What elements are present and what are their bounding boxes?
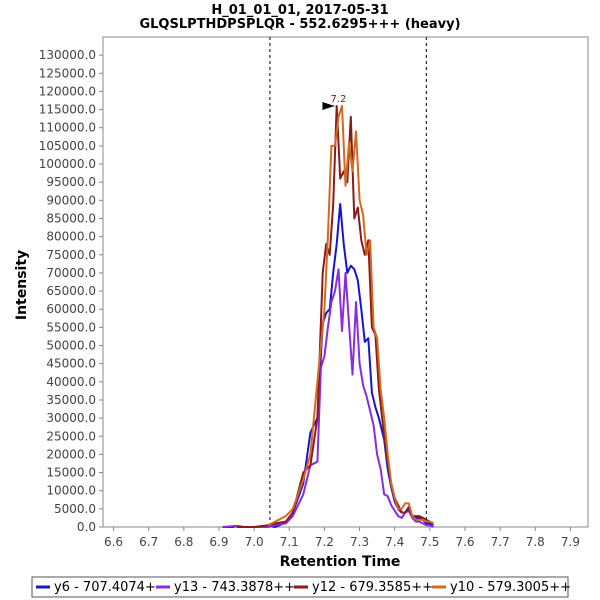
- y-tick-label: 90000.0: [46, 193, 96, 207]
- x-tick-label: 7.0: [245, 535, 264, 549]
- y-tick-label: 50000.0: [46, 339, 96, 353]
- y-tick-label: 100000.0: [39, 157, 96, 171]
- y-tick-label: 10000.0: [46, 484, 96, 498]
- y-tick-label: 15000.0: [46, 466, 96, 480]
- y-tick-label: 70000.0: [46, 266, 96, 280]
- legend-item-3: y12 - 679.3585++: [312, 580, 433, 595]
- y-tick-label: 75000.0: [46, 248, 96, 262]
- legend: y6 - 707.4074+ y13 - 743.3878++ y12 - 679.…: [31, 576, 571, 598]
- y-tick-label: 25000.0: [46, 429, 96, 443]
- y-tick-label: 45000.0: [46, 357, 96, 371]
- y-tick-label: 5000.0: [54, 502, 96, 516]
- y-tick-label: 30000.0: [46, 411, 96, 425]
- x-tick-label: 7.8: [526, 535, 545, 549]
- y-tick-label: 95000.0: [46, 175, 96, 189]
- series-line-4: [267, 105, 434, 527]
- y-tick-label: 55000.0: [46, 320, 96, 334]
- plot-area: 0.0 5000.0 10000.0 15000.0 20000.0 25000.0 300…: [39, 36, 589, 549]
- x-tick-label: 7.7: [491, 535, 510, 549]
- x-tick-label: 7.1: [280, 535, 299, 549]
- x-tick-label: 7.4: [385, 535, 404, 549]
- x-tick-label: 7.2: [315, 535, 334, 549]
- x-axis-label: Retention Time: [280, 554, 401, 570]
- y-tick-label: 0.0: [77, 520, 96, 534]
- y-tick-label: 115000.0: [39, 103, 96, 117]
- x-tick-label: 7.3: [350, 535, 369, 549]
- legend-item-2: y13 - 743.3878++: [174, 580, 295, 595]
- y-tick-label: 60000.0: [46, 302, 96, 316]
- x-tick-label: 6.9: [209, 535, 228, 549]
- y-tick-label: 40000.0: [46, 375, 96, 389]
- x-tick-label: 6.6: [104, 535, 123, 549]
- y-tick-label: 120000.0: [39, 84, 96, 98]
- x-tick-label: 7.9: [561, 535, 580, 549]
- legend-item-4: y10 - 579.3005++: [450, 580, 571, 595]
- y-tick-label: 110000.0: [39, 121, 96, 135]
- peak-annotation-label: 7.2: [331, 94, 347, 105]
- x-tick-label: 6.7: [139, 535, 158, 549]
- y-axis-label: Intensity: [14, 250, 30, 320]
- chart-subtitle: GLQSLPTHDPSPLQR - 552.6295+++ (heavy): [139, 17, 460, 32]
- y-tick-label: 125000.0: [39, 66, 96, 80]
- y-tick-label: 80000.0: [46, 230, 96, 244]
- y-tick-label: 65000.0: [46, 284, 96, 298]
- y-tick-label: 105000.0: [39, 139, 96, 153]
- y-tick-label: 35000.0: [46, 393, 96, 407]
- legend-item-1: y6 - 707.4074+: [54, 580, 156, 595]
- x-tick-label: 7.6: [455, 535, 474, 549]
- chart-title: H_01_01_01, 2017-05-31: [211, 3, 388, 18]
- y-tick-label: 20000.0: [46, 447, 96, 461]
- x-tick-label: 7.5: [420, 535, 439, 549]
- x-tick-label: 6.8: [174, 535, 193, 549]
- y-tick-label: 85000.0: [46, 211, 96, 225]
- y-tick-label: 130000.0: [39, 48, 96, 62]
